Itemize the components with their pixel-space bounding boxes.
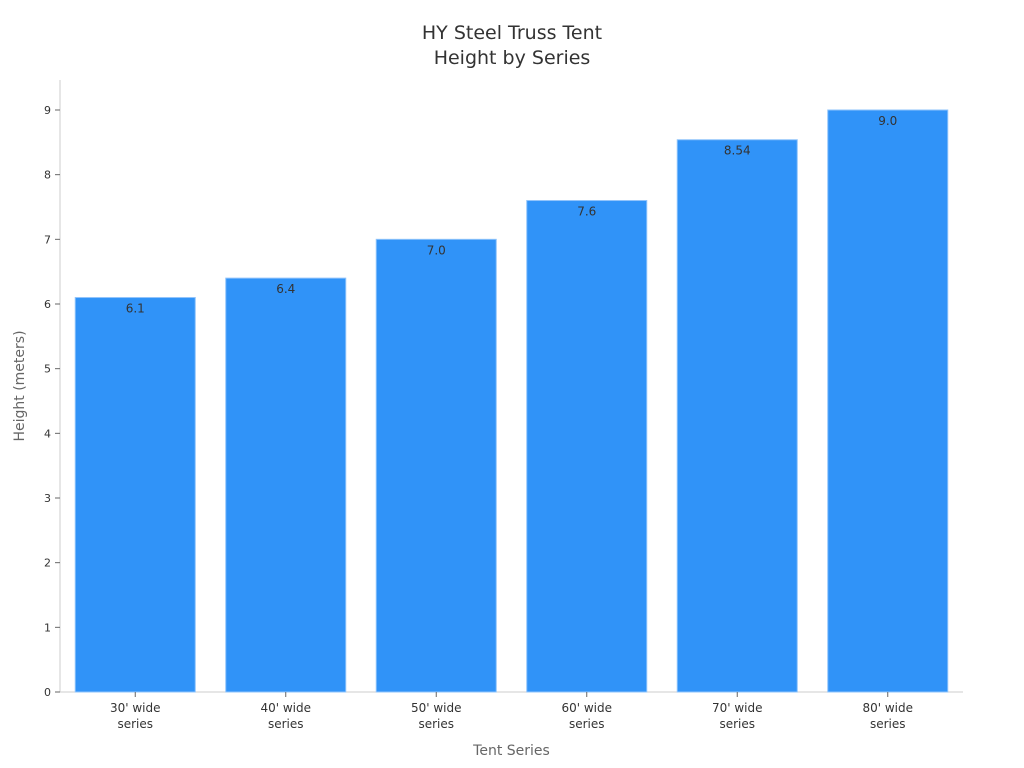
x-tick-label: series (870, 717, 906, 731)
x-tick-label: 70' wide (712, 701, 763, 715)
chart-title-line-1: HY Steel Truss Tent (421, 22, 603, 44)
bar-value-label: 6.1 (126, 302, 145, 316)
bar (526, 200, 648, 693)
bar (676, 139, 798, 693)
bar-value-label: 7.6 (577, 205, 596, 219)
bar-value-label: 6.4 (276, 282, 295, 296)
bar (74, 297, 196, 693)
y-tick-label: 7 (44, 233, 51, 246)
y-tick-label: 2 (44, 557, 51, 570)
bar-value-label: 7.0 (427, 243, 446, 257)
bar-value-label: 8.54 (724, 144, 751, 158)
x-tick-label: 80' wide (862, 701, 913, 715)
x-tick-label: series (569, 717, 605, 731)
bar (375, 238, 497, 693)
y-axis-label: Height (meters) (12, 330, 28, 441)
x-tick-label: series (719, 717, 755, 731)
y-tick-label: 0 (44, 686, 51, 699)
y-tick-label: 6 (44, 298, 51, 311)
y-tick-label: 8 (44, 169, 51, 182)
x-tick-label: series (418, 717, 454, 731)
bar-value-label: 9.0 (878, 114, 897, 128)
x-tick-label: series (268, 717, 304, 731)
x-tick-label: 40' wide (260, 701, 311, 715)
y-tick-label: 3 (44, 492, 51, 505)
x-tick-label: 30' wide (110, 701, 161, 715)
y-tick-label: 9 (44, 104, 51, 117)
x-tick-label: 60' wide (561, 701, 612, 715)
y-tick-label: 4 (44, 427, 51, 440)
y-tick-label: 1 (44, 621, 51, 634)
x-tick-label: 50' wide (411, 701, 462, 715)
y-tick-label: 5 (44, 363, 51, 376)
x-axis-label: Tent Series (472, 743, 550, 759)
bar (225, 277, 347, 693)
chart-title-line-2: Height by Series (433, 47, 591, 69)
bar (827, 109, 949, 693)
x-tick-label: series (117, 717, 153, 731)
